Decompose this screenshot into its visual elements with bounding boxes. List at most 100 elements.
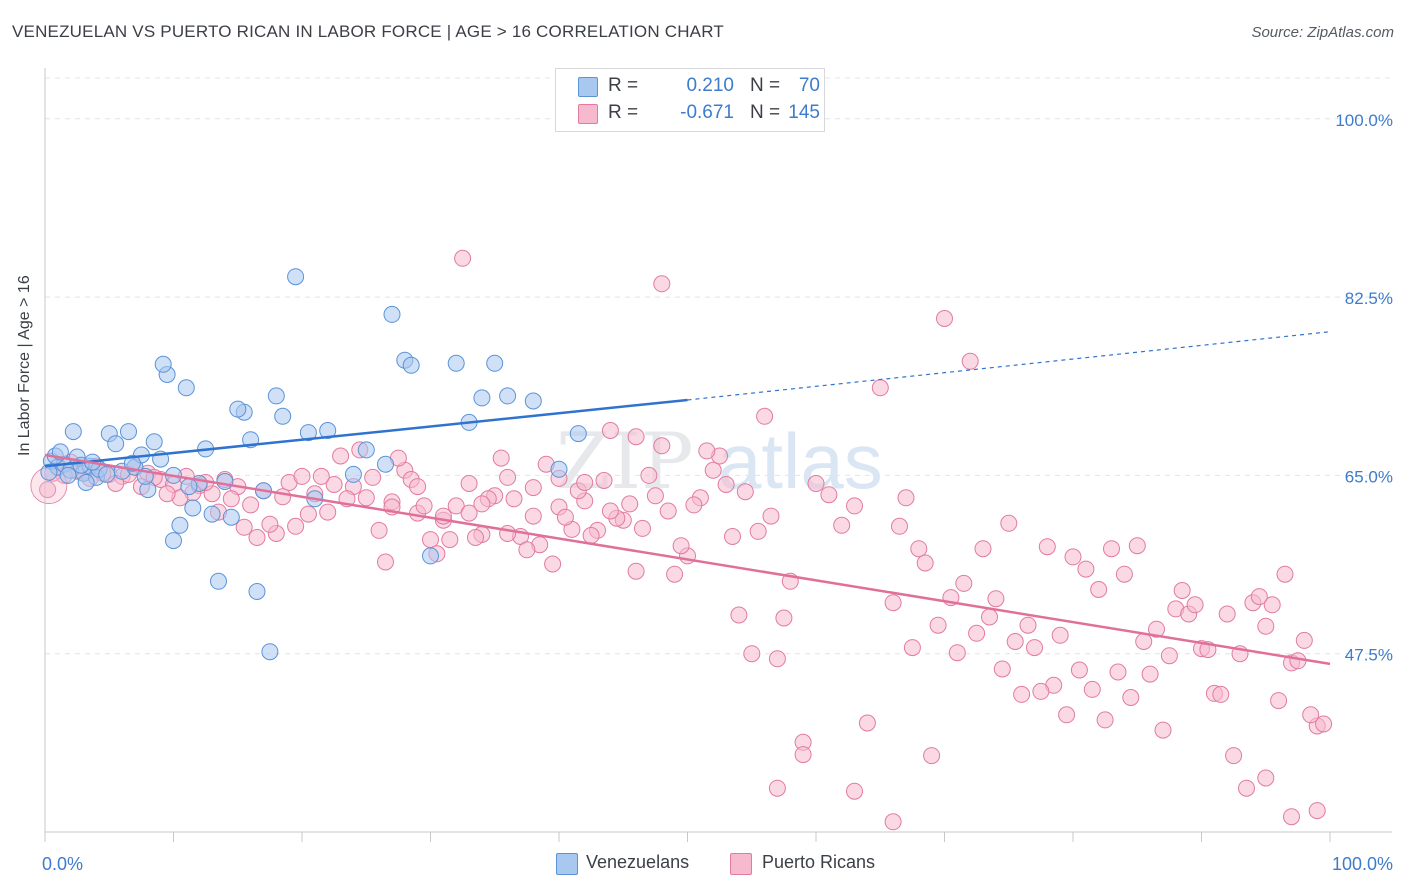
- legend-swatch-blue: [578, 77, 598, 97]
- puerto-rican-point: [1096, 711, 1114, 729]
- legend-n-value: 145: [788, 102, 820, 123]
- y-tick-label: 65.0%: [1345, 467, 1393, 486]
- puerto-rican-point: [981, 608, 998, 626]
- venezuelan-point: [59, 466, 77, 484]
- puerto-rican-point: [409, 478, 427, 496]
- puerto-rican-point: [524, 479, 542, 497]
- puerto-rican-point: [1006, 633, 1024, 650]
- puerto-rican-point: [736, 483, 754, 501]
- venezuelan-point: [154, 355, 172, 373]
- puerto-rican-point: [672, 537, 690, 555]
- puerto-rican-point: [325, 476, 343, 493]
- puerto-rican-point: [582, 527, 600, 544]
- puerto-rican-point: [698, 442, 716, 460]
- puerto-rican-point: [505, 490, 523, 508]
- puerto-rican-point: [499, 468, 517, 486]
- puerto-rican-point: [1077, 560, 1095, 578]
- puerto-rican-point: [1225, 747, 1243, 765]
- puerto-rican-point: [595, 472, 613, 489]
- puerto-rican-point: [1122, 689, 1140, 706]
- puerto-rican-point: [473, 495, 491, 513]
- puerto-rican-point: [807, 475, 825, 492]
- puerto-rican-point: [576, 474, 594, 491]
- puerto-rican-point: [846, 782, 863, 800]
- y-tick-label: 100.0%: [1335, 111, 1393, 130]
- puerto-rican-point: [248, 529, 266, 546]
- puerto-rican-point: [1315, 715, 1333, 733]
- puerto-rican-point: [929, 616, 947, 634]
- puerto-rican-point: [1026, 639, 1043, 657]
- puerto-rican-point: [357, 489, 375, 507]
- puerto-rican-point: [1128, 537, 1146, 555]
- legend-n-label: N =: [750, 75, 781, 96]
- legend-swatch-pink: [730, 853, 752, 875]
- puerto-rican-point: [364, 468, 382, 486]
- puerto-rican-point: [524, 507, 542, 525]
- puerto-rican-point: [923, 747, 941, 765]
- puerto-rican-point: [910, 540, 928, 558]
- puerto-rican-point: [377, 553, 394, 571]
- venezuelan-point: [447, 354, 465, 372]
- puerto-rican-point: [1212, 685, 1230, 703]
- puerto-rican-point: [704, 461, 722, 479]
- puerto-rican-point: [287, 517, 305, 535]
- puerto-ricans-points: [30, 249, 1333, 831]
- legend-label: Venezuelans: [586, 852, 690, 872]
- venezuelans-trend-line: [44, 398, 688, 468]
- puerto-rican-point: [1218, 605, 1236, 623]
- puerto-rican-point: [871, 379, 889, 397]
- venezuelan-point: [165, 532, 182, 550]
- puerto-rican-point: [460, 504, 478, 522]
- legend-n-label: N =: [750, 102, 781, 123]
- puerto-rican-point: [948, 644, 966, 662]
- gridlines: [45, 77, 1392, 655]
- puerto-rican-point: [1038, 538, 1056, 556]
- puerto-rican-point: [936, 310, 953, 327]
- puerto-rican-point: [666, 565, 684, 583]
- puerto-rican-point: [222, 490, 240, 508]
- puerto-rican-point: [724, 528, 741, 545]
- puerto-rican-point: [544, 555, 562, 573]
- puerto-rican-point: [1283, 808, 1300, 826]
- venezuelans-trend-extension: [687, 331, 1331, 401]
- puerto-rican-point: [1257, 769, 1275, 787]
- puerto-rican-point: [370, 521, 388, 539]
- venezuelan-point: [357, 441, 375, 459]
- puerto-rican-point: [319, 503, 337, 521]
- puerto-rican-point: [621, 495, 639, 513]
- tick-labels: 100.0% 82.5% 65.0% 47.5% 0.0% 100.0%: [42, 111, 1393, 874]
- puerto-rican-point: [833, 516, 851, 534]
- y-tick-label: 47.5%: [1345, 646, 1393, 665]
- puerto-rican-point: [955, 574, 973, 592]
- puerto-rican-point: [730, 606, 748, 624]
- legend-r-value: -0.671: [680, 102, 734, 123]
- puerto-rican-point: [1090, 581, 1108, 598]
- puerto-rican-point: [332, 447, 350, 465]
- puerto-rican-point: [891, 517, 908, 535]
- puerto-rican-point: [274, 488, 292, 506]
- venezuelan-point: [383, 305, 401, 323]
- venezuelan-point: [344, 465, 362, 483]
- venezuelan-point: [77, 474, 95, 491]
- puerto-rican-point: [1013, 685, 1031, 703]
- venezuelan-point: [98, 465, 116, 483]
- puerto-rican-point: [1238, 779, 1255, 797]
- legend-r-label: R =: [608, 102, 639, 123]
- puerto-rican-point: [1154, 721, 1172, 739]
- venezuelan-point: [123, 454, 141, 472]
- puerto-rican-point: [916, 554, 934, 572]
- puerto-rican-point: [961, 352, 979, 370]
- puerto-rican-point: [1186, 596, 1204, 614]
- venezuelan-point: [377, 455, 394, 473]
- puerto-rican-point: [653, 275, 671, 293]
- puerto-rican-point: [634, 519, 651, 537]
- puerto-rican-point: [1051, 626, 1069, 644]
- puerto-rican-point: [627, 428, 645, 446]
- puerto-rican-point: [1257, 617, 1275, 635]
- puerto-rican-point: [518, 541, 536, 559]
- puerto-rican-point: [1160, 647, 1178, 665]
- venezuelan-point: [524, 392, 542, 410]
- y-tick-label: 82.5%: [1345, 289, 1393, 308]
- venezuelan-point: [203, 505, 221, 523]
- puerto-rican-point: [820, 486, 838, 504]
